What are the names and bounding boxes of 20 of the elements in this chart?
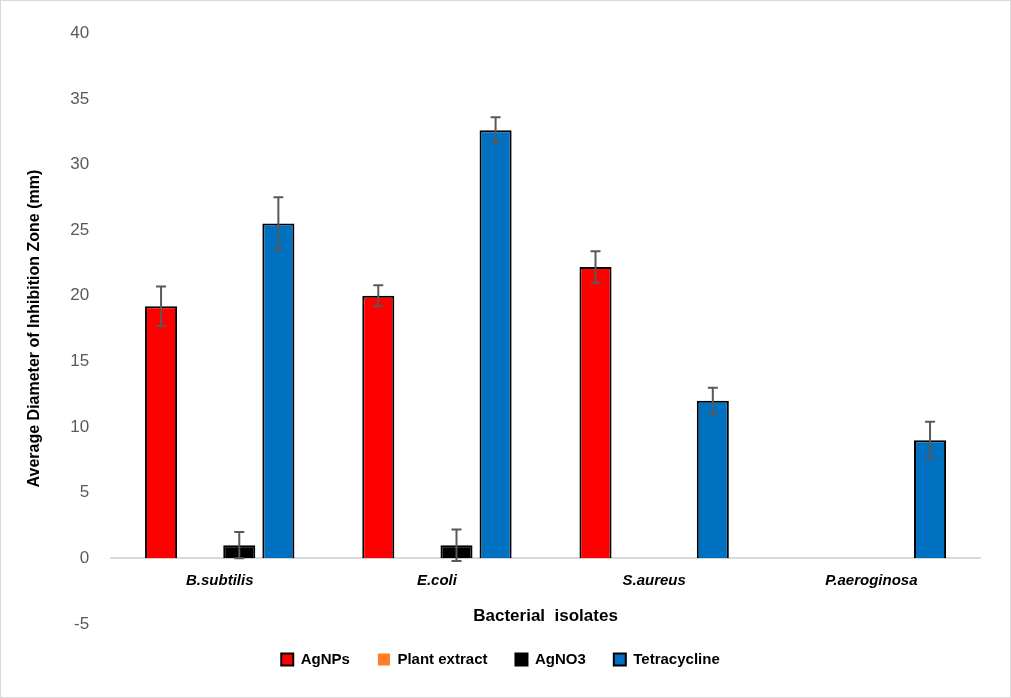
y-tick-label: 0 [79,548,90,568]
legend-label: AgNPs [300,649,350,667]
y-tick-label: -5 [73,613,90,633]
y-tick-label: 20 [70,285,90,305]
y-tick-label: 40 [70,22,90,42]
y-axis-title: Average Diameter of Inhibition Zone (mm) [25,169,43,488]
x-tick-label: B.subtilis [185,571,254,589]
y-tick-label: 35 [70,88,90,108]
y-tick-label: 10 [70,416,90,436]
x-tick-label: P.aeroginosa [825,571,918,589]
x-tick-label: E.coli [416,571,458,589]
y-tick-label: 15 [70,351,90,371]
legend-label: AgNO3 [534,649,586,667]
y-tick-label: 5 [79,482,90,502]
legend-label: Tetracycline [633,649,720,667]
y-tick-label: 25 [70,219,90,239]
y-tick-label: 30 [70,154,90,174]
x-axis-title: Bacterial isolates [473,606,618,626]
legend-label: Plant extract [397,649,488,667]
x-tick-label: S.aureus [622,571,686,589]
